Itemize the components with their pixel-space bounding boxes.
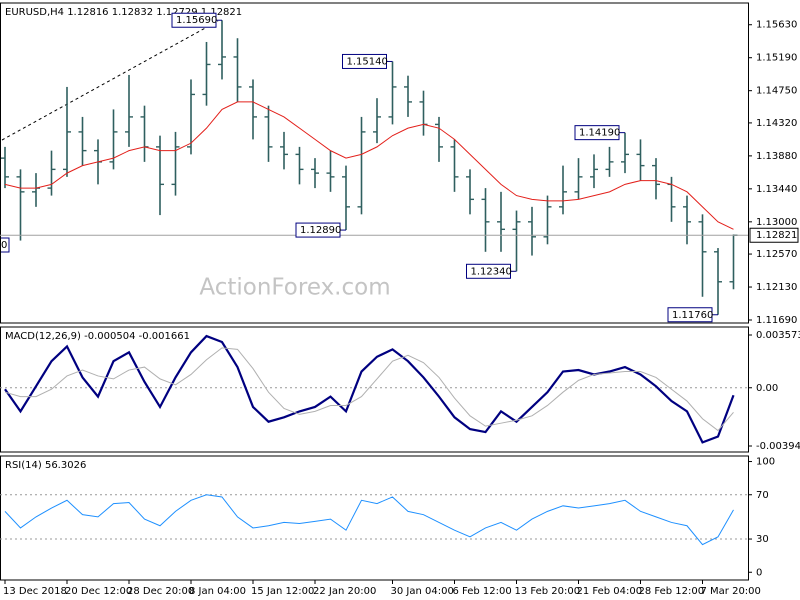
y-tick-label: 1.14750 [756,86,797,97]
x-tick-label: 28 Dec 20:00 [127,586,194,597]
panel-title: EURUSD,H4 1.12816 1.12832 1.12729 1.1282… [5,7,242,18]
x-tick-label: 21 Feb 04:00 [577,586,643,597]
x-tick-label: 15 Jan 12:00 [251,586,314,597]
series-line [4,101,734,230]
y-tick-label: 1.15190 [756,53,797,64]
last-price-box [749,227,799,243]
edge-label-box [0,237,10,253]
trend-line [1,20,219,141]
x-tick-label: 13 Dec 2018 [3,586,67,597]
x-tick-label: 22 Jan 20:00 [313,586,376,597]
panel-title: RSI(14) 56.3026 [5,460,86,471]
x-tick-label: 20 Dec 12:00 [65,586,132,597]
panel-frame [0,326,749,453]
x-tick-label: 28 Feb 12:00 [639,586,705,597]
y-tick-label: 1.14320 [756,118,797,129]
series-line [4,494,734,546]
annotation-label: 1.15140 [347,56,388,67]
annotation-label: 1.12890 [300,225,341,236]
y-tick-label: 1.13880 [756,151,797,162]
annotation-box [667,307,713,323]
annotation-box [295,222,341,238]
y-tick-label: 1.12130 [756,282,797,293]
annotation-label: 1.14190 [579,128,620,139]
panel-frame [0,2,749,324]
annotation-label: 1.11760 [672,310,713,321]
y-tick-label: 0.00 [756,383,778,394]
y-tick-label: 70 [756,490,769,501]
y-tick-label: 1.11690 [756,315,797,326]
edge-label: 0 [1,240,7,251]
annotation-box [466,263,511,279]
y-tick-label: 0 [756,567,762,578]
annotation-label: 1.15690 [176,15,217,26]
annotation-label: 1.12340 [471,266,512,277]
series-line [4,334,735,444]
watermark: ActionForex.com [199,275,390,301]
y-tick-label: 0.003573 [756,330,800,341]
x-tick-label: 8 Jan 04:00 [189,586,246,597]
y-tick-label: 1.13000 [756,217,797,228]
y-tick-label: 30 [756,534,769,545]
x-tick-label: 7 Mar 20:00 [701,586,761,597]
panel-frame [0,455,749,581]
x-tick-label: 6 Feb 12:00 [453,586,512,597]
annotation-box [342,53,387,69]
panel-title: MACD(12,26,9) -0.000504 -0.001661 [5,331,190,342]
y-tick-label: 1.12570 [756,249,797,260]
x-tick-label: 13 Feb 20:00 [515,586,581,597]
y-tick-label: 100 [756,457,775,468]
x-tick-label: 30 Jan 04:00 [391,586,454,597]
y-tick-label: -0.003945 [756,441,800,452]
y-tick-label: 1.15630 [756,20,797,31]
y-tick-label: 1.13440 [756,184,797,195]
series-line [4,347,734,432]
annotation-box [171,12,217,28]
annotation-box [574,125,620,141]
last-price-label: 1.12821 [756,230,797,241]
